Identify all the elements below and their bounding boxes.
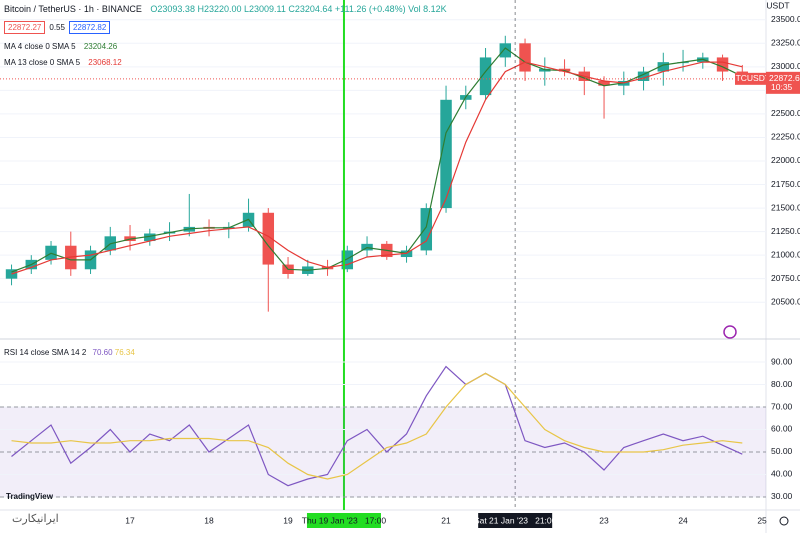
x-tick-label: 24 <box>678 515 688 525</box>
countdown-label: 10:35 <box>771 82 793 92</box>
y-tick-label: 23250.00 <box>771 38 800 48</box>
y-tick-label: 60.00 <box>771 424 793 434</box>
x-tick-label: 23 <box>599 515 609 525</box>
spread: 0.55 <box>49 23 65 32</box>
unit-label: USDT <box>766 0 789 10</box>
y-tick-label: 21750.00 <box>771 179 800 189</box>
marker-label-box <box>478 513 553 528</box>
price-box <box>766 71 800 94</box>
series-line <box>11 372 743 480</box>
candle-body <box>598 80 610 86</box>
volume: Vol 8.12K <box>408 4 447 14</box>
x-tick-label: 18 <box>204 515 214 525</box>
candle-body <box>440 99 452 209</box>
y-tick-label: 50.00 <box>771 446 793 456</box>
candle-body <box>519 43 531 72</box>
candle-body <box>420 208 433 251</box>
symbol-title: Bitcoin / TetherUS · 1h · BINANCE <box>4 4 142 14</box>
legend-name: MA 13 close 0 SMA 5 <box>4 58 81 67</box>
candle-body <box>479 57 492 96</box>
legend-value: 70.60 <box>92 348 113 357</box>
marker-label-box <box>306 513 381 528</box>
candle-body <box>637 71 650 81</box>
y-tick-label: 22000.00 <box>771 155 800 165</box>
legend-name: RSI 14 close SMA 14 2 <box>4 348 87 357</box>
ohlc: O23093.38 H23220.00 L23009.11 C23204.64 … <box>150 4 406 14</box>
candle-body <box>716 57 729 72</box>
y-tick-label: 80.00 <box>771 379 793 389</box>
legend-name: MA 4 close 0 SMA 5 <box>4 42 76 51</box>
series-line <box>11 61 743 275</box>
ma13-legend: MA 13 close 0 SMA 5 23068.12 <box>4 58 122 67</box>
last-price-label: 22872.66 <box>769 73 800 83</box>
candle-body <box>499 43 512 58</box>
y-tick-label: 30.00 <box>771 491 793 501</box>
ma4-legend: MA 4 close 0 SMA 5 23204.26 <box>4 42 117 51</box>
y-tick-label: 21500.00 <box>771 202 800 212</box>
x-tick-label: 21 <box>441 515 451 525</box>
ask[interactable]: 22872.82 <box>68 21 111 34</box>
x-tick-label: 17 <box>125 515 135 525</box>
y-tick-label: 23000.00 <box>771 61 800 71</box>
y-tick-label: 22250.00 <box>771 132 800 142</box>
legend-header: Bitcoin / TetherUS · 1h · BINANCE O23093… <box>4 4 447 14</box>
alert-icon[interactable] <box>723 325 737 339</box>
bid[interactable]: 22872.27 <box>4 21 46 34</box>
marker-label: Thu 19 Jan '23 17:00 <box>302 515 387 525</box>
y-tick-label: 23500.00 <box>771 14 800 24</box>
y-tick-label: 40.00 <box>771 469 793 479</box>
symbol-label: BTCUSDT <box>730 73 770 83</box>
series-line <box>11 365 743 487</box>
candle-body <box>262 212 275 265</box>
candle-body <box>657 62 670 72</box>
y-tick-label: 20500.00 <box>771 296 800 306</box>
y-tick-label: 20750.00 <box>771 273 800 283</box>
series-line <box>11 47 743 273</box>
quote-row: 22872.27 0.55 22872.82 <box>4 21 114 34</box>
candle-body <box>341 250 354 270</box>
y-tick-label: 22500.00 <box>771 108 800 118</box>
legend-value: 23068.12 <box>88 58 122 67</box>
candle-body <box>144 233 156 242</box>
settings-icon[interactable] <box>779 516 789 526</box>
watermark: ایرانیکارت <box>12 513 59 525</box>
legend-value: 76.34 <box>114 348 135 357</box>
x-tick-label: 25 <box>757 515 767 525</box>
symbol-box <box>735 72 766 85</box>
x-tick-label: 19 <box>283 515 293 525</box>
rsi-legend: RSI 14 close SMA 14 2 70.60 76.34 <box>4 348 135 357</box>
y-tick-label: 21250.00 <box>771 226 800 236</box>
y-tick-label: 21000.00 <box>771 249 800 259</box>
logo[interactable]: TradingView <box>6 492 53 501</box>
marker-label: Sat 21 Jan '23 21:00 <box>474 515 557 525</box>
legend-value: 23204.26 <box>83 42 118 51</box>
y-tick-label: 70.00 <box>771 401 793 411</box>
y-tick-label: 90.00 <box>771 356 793 366</box>
